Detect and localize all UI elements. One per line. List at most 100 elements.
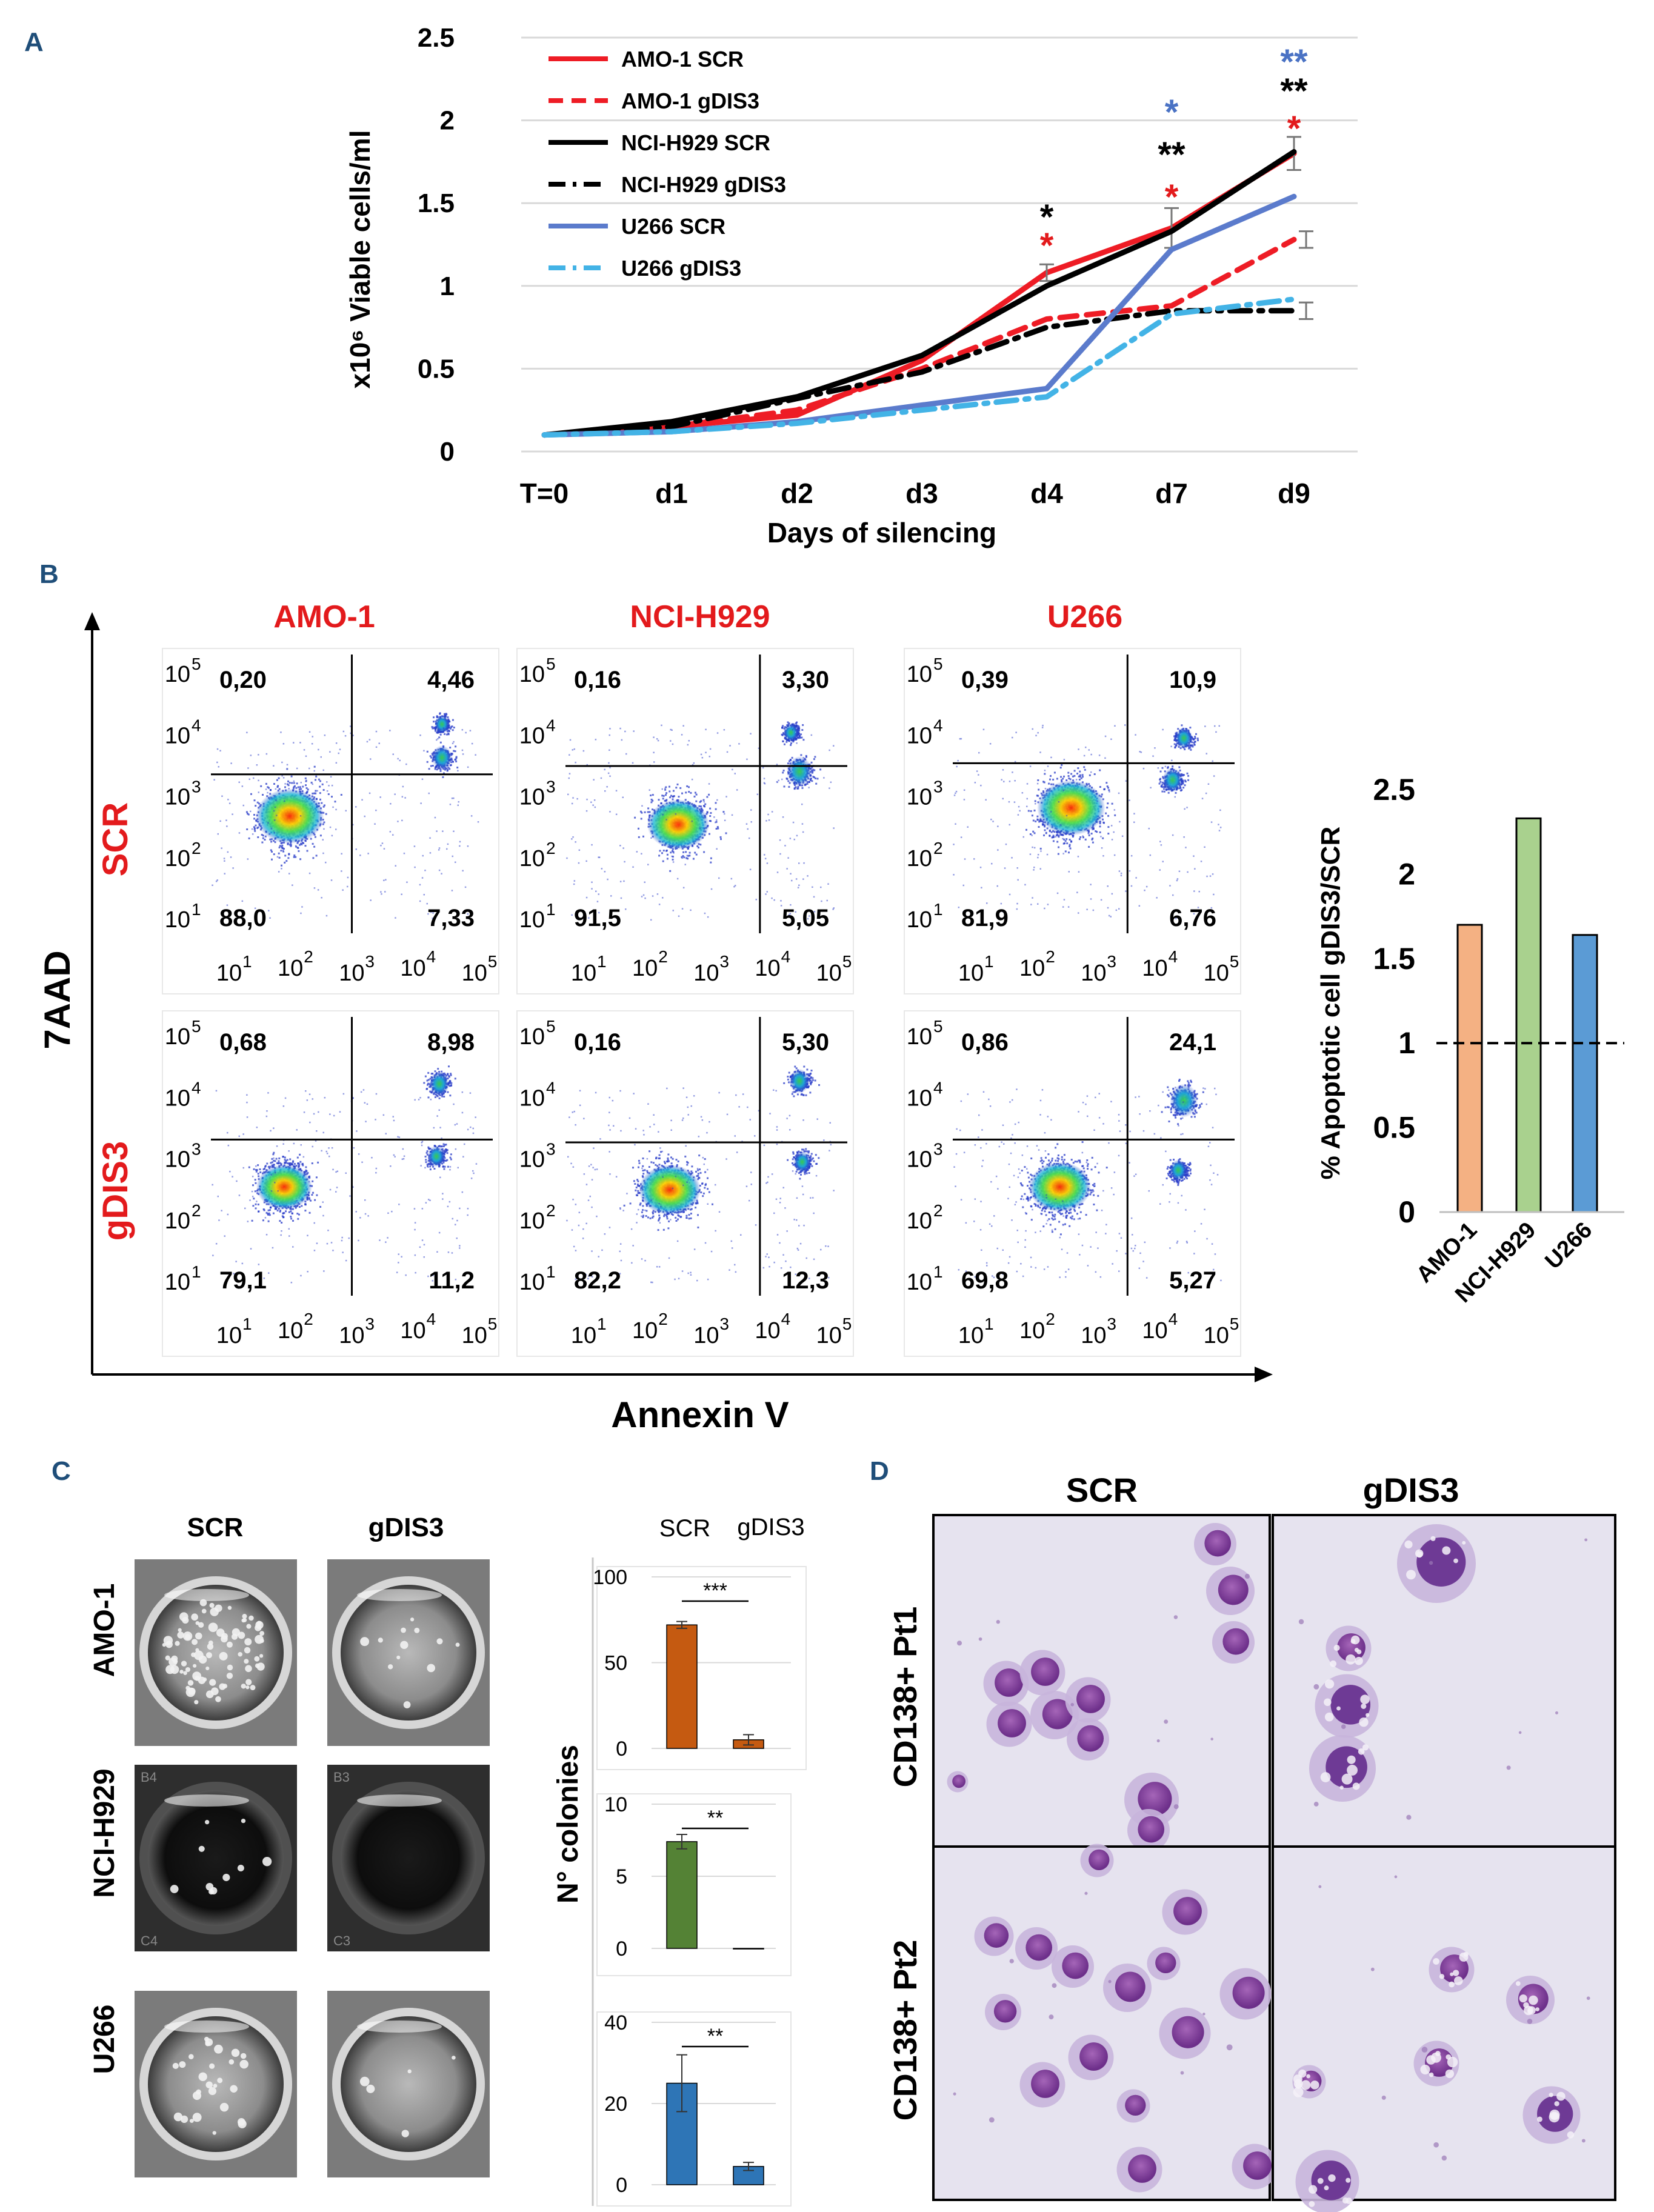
flow-event-dot <box>1110 916 1112 918</box>
flow-event-dot <box>308 872 311 874</box>
flow-event-dot <box>815 777 816 779</box>
flow-event-dot <box>447 767 450 769</box>
flow-event-dot <box>253 828 256 830</box>
flow-event-dot <box>284 861 286 864</box>
growth-y-tick-label: 0 <box>440 437 455 467</box>
flow-event-dot <box>300 912 302 914</box>
flow-event-dot <box>1073 775 1076 777</box>
flow-event-dot <box>1027 810 1030 812</box>
flow-event-dot <box>792 821 795 824</box>
flow-event-dot <box>661 724 662 727</box>
flow-event-dot <box>1046 818 1048 820</box>
flow-event-dot <box>783 785 785 788</box>
flow-event-dot <box>303 749 305 751</box>
flow-event-dot <box>461 749 464 751</box>
flow-event-dot <box>1079 776 1081 778</box>
flow-event-dot <box>310 781 313 784</box>
flow-event-dot <box>467 845 469 847</box>
flow-event-dot <box>1040 792 1042 795</box>
flow-event-dot <box>322 839 324 841</box>
flow-event-dot <box>232 813 233 815</box>
flow-event-dot <box>428 768 430 770</box>
flow-event-dot <box>1044 829 1046 831</box>
flow-event-dot <box>1036 795 1038 797</box>
flow-y-tick-exp: 4 <box>546 716 556 735</box>
flow-event-dot <box>1072 775 1074 778</box>
flow-event-dot <box>962 911 964 913</box>
flow-event-dot <box>1032 728 1033 730</box>
flow-event-dot <box>247 813 250 816</box>
flow-event-dot <box>305 755 307 757</box>
flow-event-dot <box>436 830 438 832</box>
flow-event-dot <box>705 751 707 753</box>
flow-event-dot <box>436 753 438 755</box>
flow-event-dot <box>957 759 959 762</box>
flow-event-dot <box>662 897 664 899</box>
flow-event-dot <box>1046 827 1049 830</box>
flow-event-dot <box>687 848 689 850</box>
flow-event-dot <box>1172 765 1174 768</box>
flow-event-dot <box>705 813 708 815</box>
flow-event-dot <box>1056 841 1059 843</box>
flow-event-dot <box>1219 809 1221 811</box>
flow-event-dot <box>1194 736 1196 738</box>
flow-event-dot <box>791 756 793 759</box>
flow-event-dot <box>421 778 424 780</box>
flow-event-dot <box>647 811 649 813</box>
flow-event-dot <box>341 870 342 872</box>
flow-event-dot <box>1099 831 1101 833</box>
flow-event-dot <box>798 884 800 886</box>
flow-event-dot <box>829 787 830 789</box>
growth-gridlines <box>521 36 1358 453</box>
flow-event-dot <box>1184 748 1186 750</box>
flow-event-dot <box>228 802 231 804</box>
flow-event-dot <box>796 834 798 837</box>
flow-quadrant-value: 91,5 <box>574 905 621 931</box>
flow-event-dot <box>1082 836 1084 839</box>
flow-event-dot <box>1099 822 1101 825</box>
flow-event-dot <box>686 785 689 787</box>
flow-event-dot <box>1060 776 1062 778</box>
flow-event-dot <box>455 756 458 758</box>
flow-event-dot <box>779 839 781 841</box>
flow-event-dot <box>293 854 296 856</box>
flow-event-dot <box>213 779 215 781</box>
flow-event-dot <box>218 766 219 768</box>
flow-event-dot <box>694 851 696 854</box>
flow-event-dot <box>281 868 282 870</box>
flow-event-dot <box>700 800 702 802</box>
flow-event-dot <box>798 727 800 729</box>
flow-event-dot <box>658 854 661 857</box>
flow-y-tick-exp: 2 <box>546 839 556 858</box>
flow-event-dot <box>290 844 292 846</box>
flow-event-dot <box>452 742 454 744</box>
flow-x-axis-title: Annexin V <box>611 1394 789 1435</box>
flow-event-dot <box>1069 847 1072 850</box>
flow-x-tick-exp: 5 <box>488 952 498 971</box>
flow-event-dot <box>1038 826 1040 828</box>
flow-event-dot <box>1030 810 1032 812</box>
flow-event-dot <box>455 761 458 762</box>
flow-x-tick-base: 10 <box>278 956 303 981</box>
flow-event-dot <box>1031 834 1033 836</box>
flow-event-dot <box>693 795 696 798</box>
flow-event-dot <box>230 856 232 858</box>
flow-event-dot <box>454 750 456 753</box>
flow-event-dot <box>312 792 314 795</box>
growth-line-3 <box>541 149 1297 438</box>
flow-event-dot <box>801 803 803 805</box>
flow-event-dot <box>477 821 479 823</box>
flow-event-dot <box>455 757 458 759</box>
flow-event-dot <box>692 858 695 860</box>
flow-event-dot <box>710 857 712 859</box>
flow-event-dot <box>709 833 710 835</box>
flow-event-dot <box>282 849 284 851</box>
flow-event-dot <box>615 813 618 815</box>
flow-event-dot <box>1087 832 1090 834</box>
flow-event-dot <box>283 848 285 850</box>
flow-event-dot <box>1050 775 1052 777</box>
flow-event-dot <box>1149 854 1152 856</box>
flow-quadrant-value: 3,30 <box>782 667 829 693</box>
flow-y-tick-base: 10 <box>519 662 545 687</box>
flow-event-dot <box>789 782 791 784</box>
